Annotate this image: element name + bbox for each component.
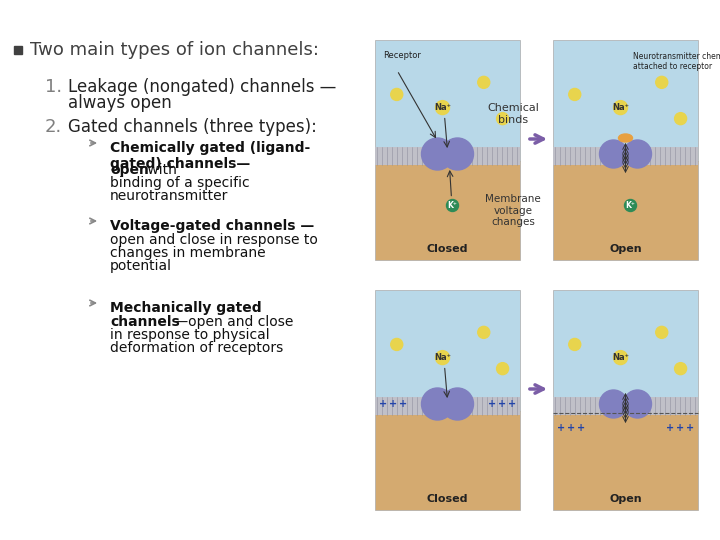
FancyBboxPatch shape	[375, 161, 520, 260]
Text: +: +	[686, 423, 694, 433]
Text: 2.: 2.	[45, 118, 62, 136]
Text: —open and close: —open and close	[170, 315, 293, 329]
Circle shape	[478, 326, 490, 339]
FancyBboxPatch shape	[553, 147, 698, 165]
Text: always open: always open	[68, 94, 172, 112]
FancyBboxPatch shape	[553, 411, 698, 510]
Text: 1.: 1.	[45, 78, 62, 96]
Text: potential: potential	[110, 259, 172, 273]
Text: binding of a specific: binding of a specific	[110, 176, 250, 190]
Text: K⁺: K⁺	[626, 201, 636, 210]
Text: Receptor: Receptor	[383, 51, 421, 60]
Text: +: +	[557, 423, 565, 433]
FancyBboxPatch shape	[553, 290, 698, 411]
Text: +: +	[389, 399, 397, 409]
Circle shape	[391, 89, 402, 100]
Text: Closed: Closed	[427, 244, 468, 254]
Text: Open: Open	[609, 244, 642, 254]
Circle shape	[656, 326, 667, 339]
Circle shape	[675, 363, 687, 375]
Text: Neurotransmitter chemical
attached to receptor: Neurotransmitter chemical attached to re…	[633, 52, 720, 71]
Text: Chemically gated (ligand-
gated) channels—: Chemically gated (ligand- gated) channel…	[110, 141, 310, 171]
Circle shape	[600, 390, 628, 418]
FancyBboxPatch shape	[375, 40, 520, 161]
Text: +: +	[676, 423, 684, 433]
Circle shape	[569, 339, 581, 350]
Text: with: with	[143, 163, 177, 177]
Text: +: +	[666, 423, 674, 433]
Text: Closed: Closed	[427, 494, 468, 504]
Text: changes in membrane: changes in membrane	[110, 246, 266, 260]
Circle shape	[436, 350, 449, 365]
Text: Mechanically gated: Mechanically gated	[110, 301, 261, 315]
Ellipse shape	[618, 134, 632, 142]
Circle shape	[497, 113, 508, 125]
Circle shape	[441, 138, 474, 170]
Text: neurotransmitter: neurotransmitter	[110, 189, 228, 203]
Circle shape	[569, 89, 581, 100]
Text: Membrane
voltage
changes: Membrane voltage changes	[485, 194, 541, 227]
Circle shape	[624, 390, 652, 418]
Text: +: +	[379, 399, 387, 409]
Text: Na⁺: Na⁺	[612, 103, 629, 112]
Text: Leakage (nongated) channels —: Leakage (nongated) channels —	[68, 78, 336, 96]
Circle shape	[624, 199, 636, 212]
Text: Voltage-gated channels —: Voltage-gated channels —	[110, 219, 314, 233]
Text: Na⁺: Na⁺	[434, 353, 451, 362]
Circle shape	[441, 388, 474, 420]
Text: open: open	[110, 163, 149, 177]
FancyBboxPatch shape	[375, 397, 520, 415]
FancyBboxPatch shape	[375, 290, 520, 411]
Text: Na⁺: Na⁺	[434, 103, 451, 112]
Circle shape	[497, 363, 508, 375]
Circle shape	[675, 113, 687, 125]
Circle shape	[436, 100, 449, 114]
Text: +: +	[508, 399, 516, 409]
FancyBboxPatch shape	[553, 397, 698, 415]
Circle shape	[446, 199, 459, 212]
Circle shape	[391, 339, 402, 350]
Text: deformation of receptors: deformation of receptors	[110, 341, 283, 355]
Circle shape	[624, 140, 652, 168]
Text: +: +	[577, 423, 585, 433]
Text: channels: channels	[110, 315, 180, 329]
Circle shape	[613, 350, 628, 365]
Circle shape	[421, 388, 454, 420]
Circle shape	[421, 138, 454, 170]
FancyBboxPatch shape	[375, 411, 520, 510]
Circle shape	[613, 100, 628, 114]
Circle shape	[478, 76, 490, 89]
FancyBboxPatch shape	[553, 161, 698, 260]
Circle shape	[600, 140, 628, 168]
FancyBboxPatch shape	[553, 40, 698, 161]
Text: +: +	[488, 399, 496, 409]
Text: Chemical
binds: Chemical binds	[487, 103, 539, 125]
Circle shape	[656, 76, 667, 89]
Text: Na⁺: Na⁺	[612, 353, 629, 362]
Text: Two main types of ion channels:: Two main types of ion channels:	[30, 41, 319, 59]
Text: +: +	[567, 423, 575, 433]
Text: in response to physical: in response to physical	[110, 328, 269, 342]
Text: +: +	[498, 399, 506, 409]
Text: Open: Open	[609, 494, 642, 504]
Text: K⁺: K⁺	[448, 201, 457, 210]
Text: +: +	[399, 399, 407, 409]
Text: Gated channels (three types):: Gated channels (three types):	[68, 118, 317, 136]
Text: open and close in response to: open and close in response to	[110, 233, 318, 247]
FancyBboxPatch shape	[375, 147, 520, 165]
